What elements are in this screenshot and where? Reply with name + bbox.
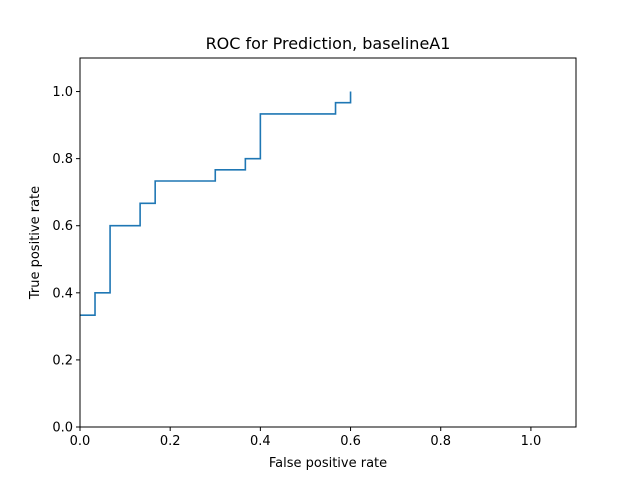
y-tick-label-4: 0.8 (52, 152, 73, 167)
plot-area (80, 58, 576, 427)
chart-title: ROC for Prediction, baselineA1 (206, 34, 451, 53)
roc-curve-line-0 (80, 91, 352, 316)
plot-frame (79, 57, 577, 428)
y-tick-label-1: 0.2 (52, 353, 73, 368)
x-axis-ticks: 0.0 0.2 0.4 0.6 0.8 1.0 (70, 427, 542, 449)
x-axis-label: False positive rate (269, 456, 387, 471)
series-layer (80, 91, 352, 316)
y-axis-ticks: 0.0 0.2 0.4 0.6 0.8 1.0 (52, 85, 80, 436)
y-axis-label: True positive rate (28, 186, 43, 300)
x-tick-label-2: 0.4 (250, 434, 271, 449)
x-tick-label-0: 0.0 (70, 434, 91, 449)
x-tick-label-4: 0.8 (430, 434, 451, 449)
y-tick-label-5: 1.0 (52, 85, 73, 100)
y-tick-label-0: 0.0 (52, 421, 73, 436)
x-tick-label-5: 1.0 (521, 434, 542, 449)
y-tick-label-2: 0.4 (52, 286, 73, 301)
x-tick-label-1: 0.2 (160, 434, 181, 449)
x-tick-label-3: 0.6 (340, 434, 361, 449)
y-tick-label-3: 0.6 (52, 219, 73, 234)
